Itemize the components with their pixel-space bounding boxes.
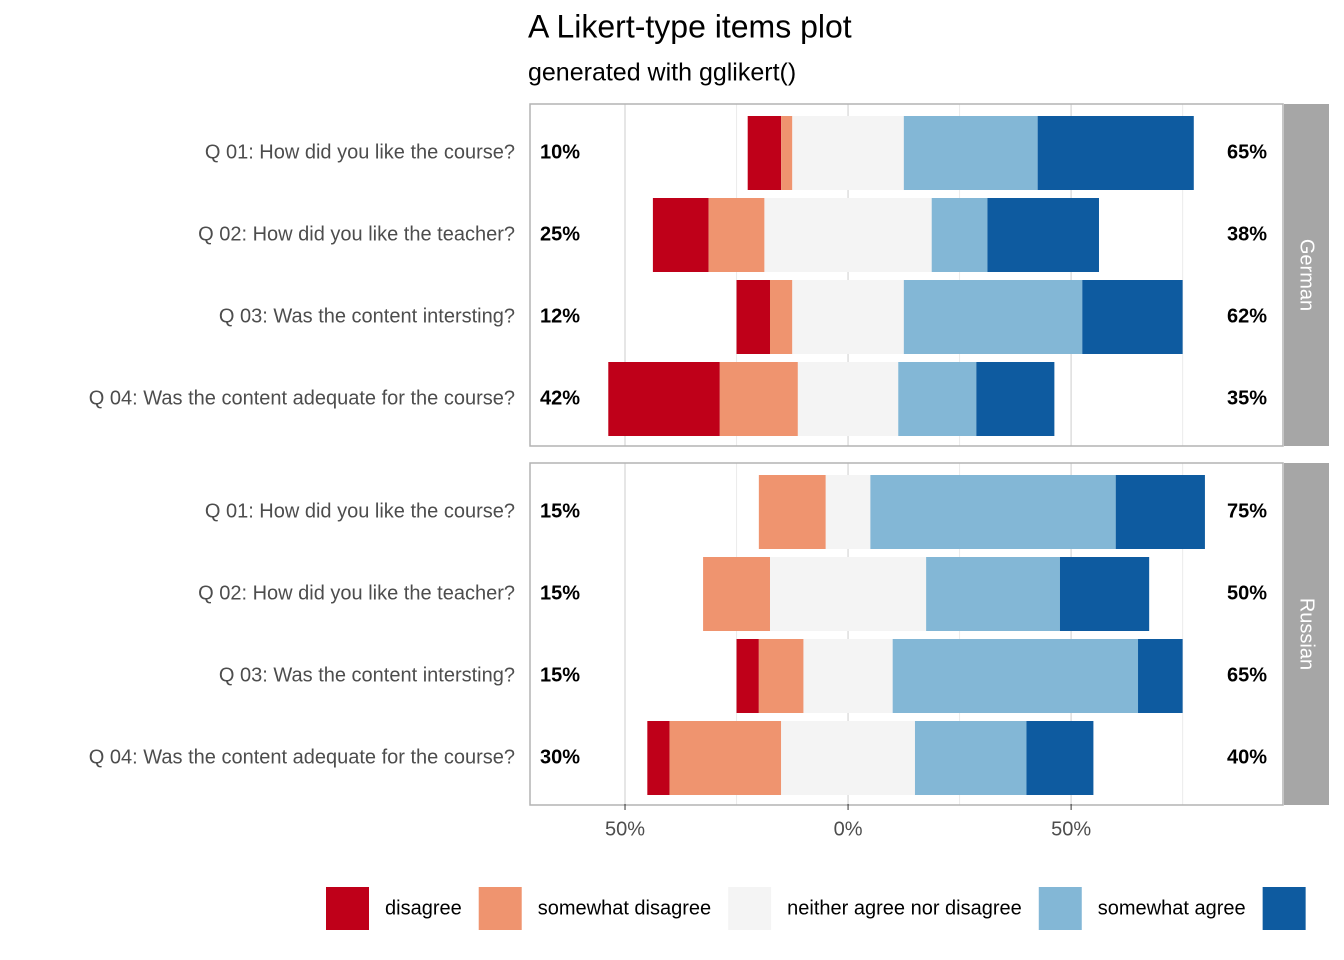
bar-segment (747, 116, 782, 190)
category-label: Q 03: Was the content intersting? (219, 305, 515, 327)
strip (1284, 104, 1329, 446)
bar-segment (758, 639, 804, 713)
category-label: Q 02: How did you like the teacher? (198, 223, 515, 245)
right-total-label: 65% (1227, 664, 1267, 686)
bar-segment (781, 721, 915, 795)
bar-segment (792, 280, 904, 354)
category-label: Q 01: How did you like the course? (205, 141, 515, 163)
right-total-label: 38% (1227, 223, 1267, 245)
x-tick-label: 50% (605, 818, 645, 840)
x-tick-label: 0% (834, 818, 863, 840)
right-total-label: 35% (1227, 387, 1267, 409)
legend-label: neither agree nor disagree (787, 897, 1022, 919)
bar-segment (769, 280, 793, 354)
bar-segment (1115, 475, 1205, 549)
bar-segment (792, 116, 904, 190)
category-label: Q 02: How did you like the teacher? (198, 582, 515, 604)
left-total-label: 10% (540, 141, 580, 163)
bar-segment (647, 721, 670, 795)
bar-segment (1082, 280, 1183, 354)
legend-key (326, 887, 369, 930)
bar-segment (976, 362, 1055, 436)
bar-segment (1037, 116, 1194, 190)
left-total-label: 12% (540, 305, 580, 327)
legend-label: somewhat agree (1098, 897, 1246, 919)
legend-key (1038, 887, 1082, 930)
left-total-label: 25% (540, 223, 580, 245)
bar-segment (926, 557, 1060, 631)
bar-segment (719, 362, 798, 436)
bar-segment (703, 557, 770, 631)
left-total-label: 42% (540, 387, 580, 409)
bar-segment (736, 280, 770, 354)
legend-key (728, 887, 772, 930)
bar-segment (764, 198, 932, 272)
bar-segment (1026, 721, 1094, 795)
bar-segment (797, 362, 899, 436)
x-tick-label: 50% (1051, 818, 1091, 840)
category-label: Q 04: Was the content adequate for the c… (89, 387, 515, 409)
bar-segment (931, 198, 988, 272)
category-label: Q 01: How did you like the course? (205, 500, 515, 522)
bar-segment (987, 198, 1099, 272)
bar-segment (736, 639, 759, 713)
right-total-label: 50% (1227, 582, 1267, 604)
right-total-label: 75% (1227, 500, 1267, 522)
right-total-label: 65% (1227, 141, 1267, 163)
panel-border (529, 103, 1284, 447)
bar-segment (758, 475, 826, 549)
left-total-label: 15% (540, 664, 580, 686)
bar-segment (903, 116, 1038, 190)
category-label: Q 04: Was the content adequate for the c… (89, 746, 515, 768)
right-total-label: 62% (1227, 305, 1267, 327)
right-total-label: 40% (1227, 746, 1267, 768)
strip (1284, 463, 1329, 805)
bar-segment (669, 721, 782, 795)
legend-label: disagree (385, 897, 462, 919)
bar-segment (903, 280, 1083, 354)
bar-segment (1138, 639, 1183, 713)
bar-segment (803, 639, 893, 713)
chart-subtitle: generated with gglikert() (528, 59, 796, 87)
left-total-label: 15% (540, 500, 580, 522)
bar-segment (892, 639, 1139, 713)
bar-segment (898, 362, 977, 436)
strip-label: German (1296, 239, 1318, 311)
bar-segment (769, 557, 927, 631)
bar-segment (781, 116, 793, 190)
bar-segment (652, 198, 709, 272)
legend-key (478, 887, 522, 930)
bar-segment (608, 362, 720, 436)
left-total-label: 15% (540, 582, 580, 604)
chart-title: A Likert-type items plot (528, 8, 852, 44)
legend-label: somewhat disagree (538, 897, 711, 919)
category-label: Q 03: Was the content intersting? (219, 664, 515, 686)
panel-border (529, 462, 1284, 806)
strip-label: Russian (1296, 598, 1318, 670)
bar-segment (708, 198, 765, 272)
left-total-label: 30% (540, 746, 580, 768)
bar-segment (825, 475, 871, 549)
legend-key (1262, 887, 1306, 930)
bar-segment (1059, 557, 1150, 631)
bar-segment (914, 721, 1027, 795)
bar-segment (870, 475, 1116, 549)
